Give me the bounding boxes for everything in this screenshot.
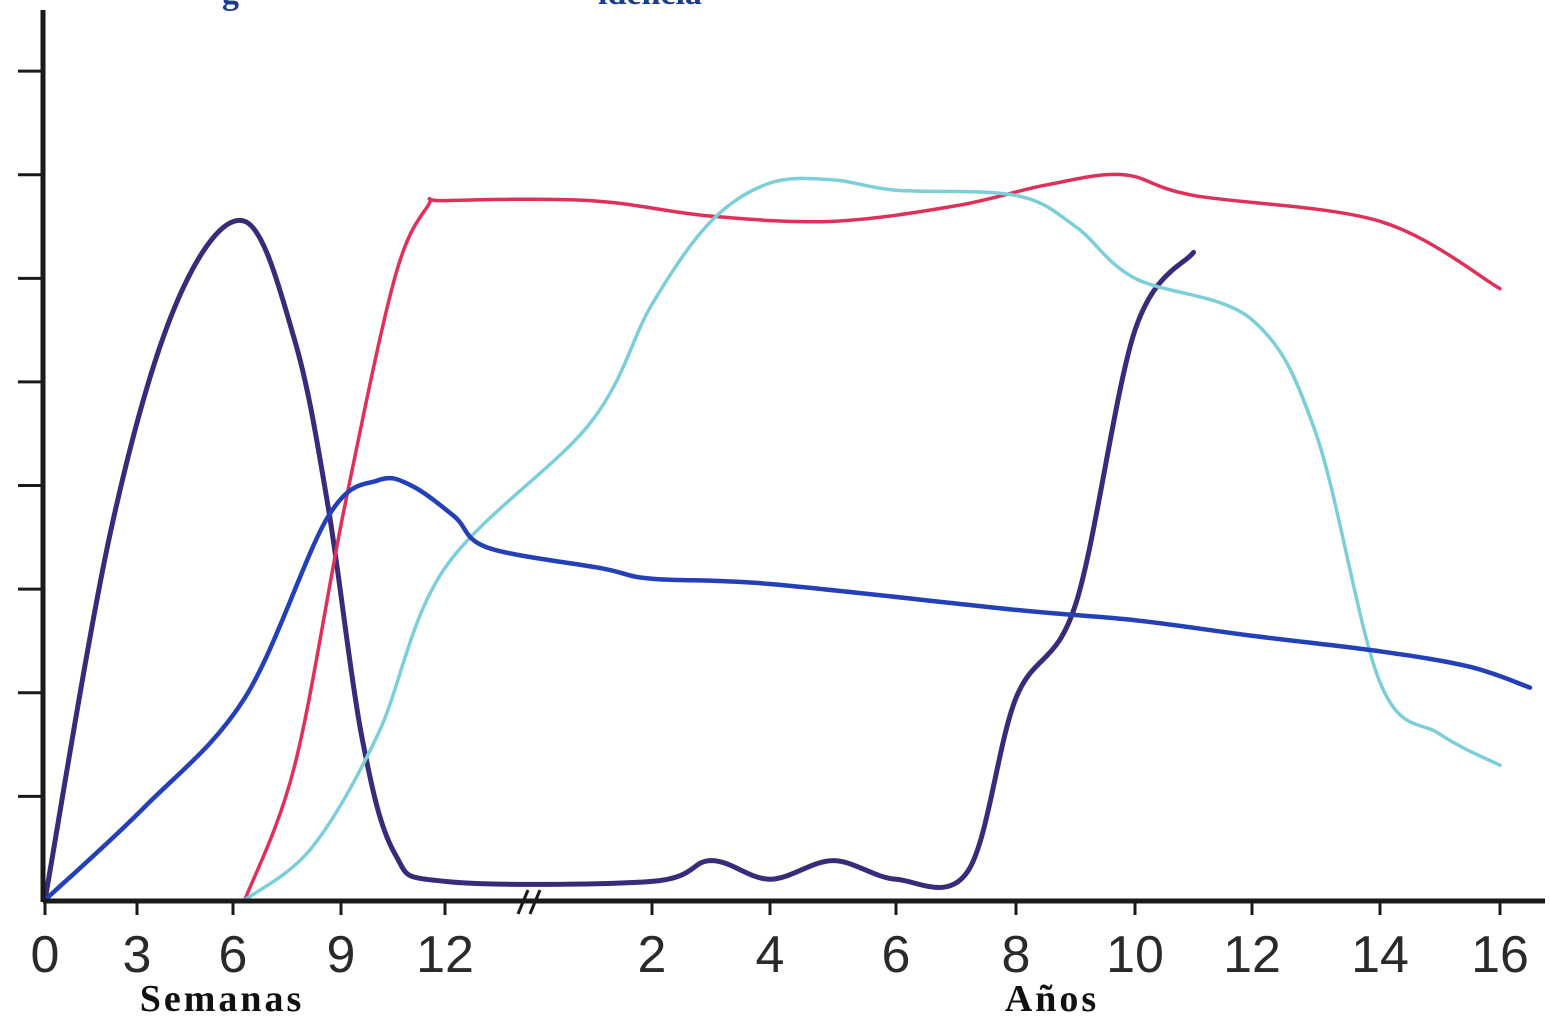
- series-layer: [42, 172, 1533, 903]
- x-tick-label-12: 14: [1351, 926, 1409, 984]
- x-tick-label-4: 9: [327, 926, 356, 984]
- title-fragment-right: idencia: [598, 0, 702, 12]
- x-tick-label-2: 3: [123, 926, 152, 984]
- x-tick-label-11: 12: [1223, 926, 1281, 984]
- x-tick-label-5: 12: [416, 926, 474, 984]
- x-tick-label-9: 8: [1002, 926, 1031, 984]
- axis-layer: [18, 10, 1545, 915]
- x-tick-label-6: 2: [638, 926, 667, 984]
- series-line-4: [42, 475, 1533, 903]
- x-tick-label-7: 4: [756, 926, 785, 984]
- axis-break-mark: [516, 889, 542, 915]
- x-tick-label-3: 6: [219, 926, 248, 984]
- tick-layer: 0 3 6 9 12 2 4 6 8 10 12 14 16: [31, 901, 1529, 984]
- x-axis-label-weeks: Semanas: [140, 978, 305, 1016]
- x-axis-label-years: Años: [1005, 978, 1099, 1016]
- title-fragment-left: g: [222, 0, 239, 12]
- x-tick-label-1: 0: [31, 926, 60, 984]
- series-line-3: [243, 176, 1502, 902]
- series-line-2: [243, 172, 1502, 902]
- x-tick-label-13: 16: [1471, 926, 1529, 984]
- x-tick-label-10: 10: [1106, 926, 1164, 984]
- x-tick-label-8: 6: [882, 926, 911, 984]
- series-line-1: [42, 217, 1196, 903]
